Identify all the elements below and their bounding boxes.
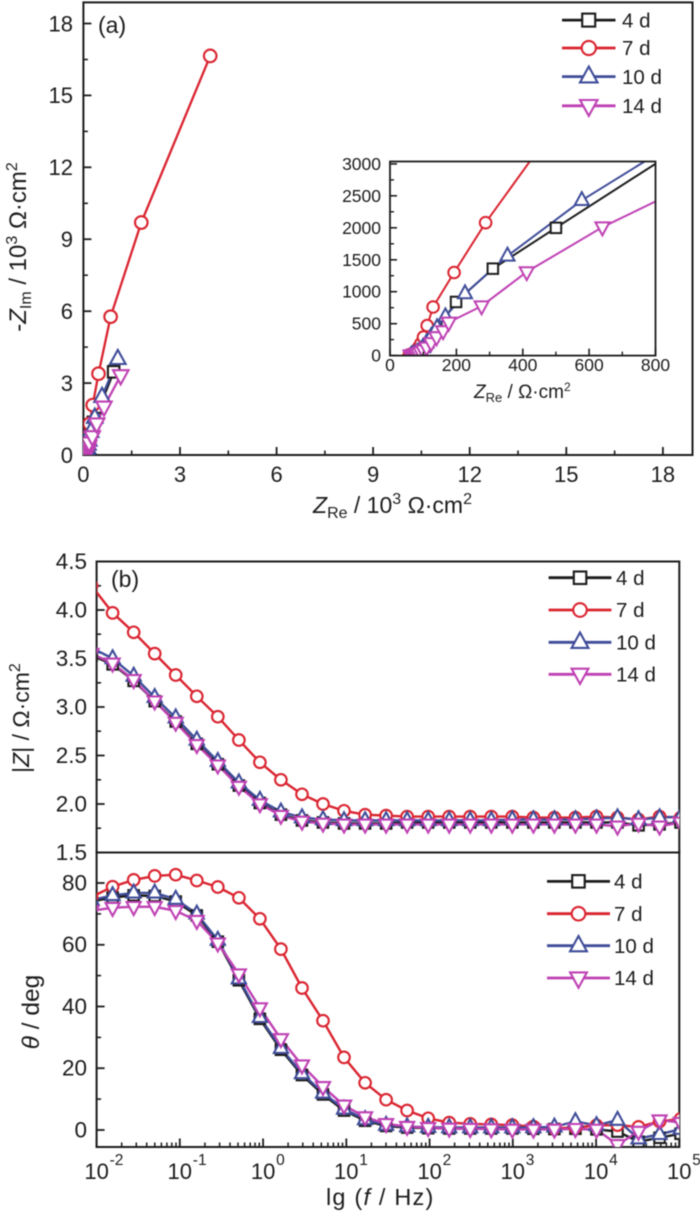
svg-text:20: 20	[62, 1056, 87, 1081]
svg-text:800: 800	[641, 355, 670, 375]
svg-text:3: 3	[61, 371, 73, 396]
svg-text:3000: 3000	[342, 154, 381, 174]
svg-text:14 d: 14 d	[622, 95, 662, 118]
svg-text:4: 4	[609, 1152, 618, 1169]
svg-text:12: 12	[457, 462, 481, 487]
svg-text:0: 0	[371, 346, 381, 366]
svg-text:10: 10	[584, 1159, 608, 1184]
svg-text:4.5: 4.5	[56, 549, 87, 574]
svg-text:400: 400	[508, 355, 537, 375]
svg-text:0: 0	[77, 462, 89, 487]
svg-text:ZRe / 103 Ω·cm2: ZRe / 103 Ω·cm2	[312, 491, 472, 522]
svg-text:18: 18	[651, 462, 675, 487]
svg-text:θ / deg: θ / deg	[18, 975, 45, 1050]
svg-text:2.0: 2.0	[56, 791, 87, 816]
svg-text:1.5: 1.5	[56, 840, 87, 865]
svg-text:80: 80	[62, 870, 87, 895]
svg-text:10 d: 10 d	[622, 66, 662, 89]
svg-text:0: 0	[61, 443, 73, 468]
svg-text:9: 9	[61, 227, 73, 252]
svg-text:60: 60	[62, 932, 87, 957]
svg-text:10: 10	[501, 1159, 525, 1184]
svg-text:2: 2	[443, 1152, 452, 1169]
svg-text:1: 1	[359, 1152, 368, 1169]
svg-text:ZRe / Ω·cm2: ZRe / Ω·cm2	[473, 380, 571, 405]
svg-text:14 d: 14 d	[614, 967, 654, 990]
svg-text:3: 3	[526, 1152, 535, 1169]
svg-text:10: 10	[251, 1159, 275, 1184]
svg-text:4.0: 4.0	[56, 597, 87, 622]
svg-text:0: 0	[276, 1152, 285, 1169]
svg-text:12: 12	[49, 155, 73, 180]
svg-text:|Z| / Ω·cm2: |Z| / Ω·cm2	[7, 663, 34, 773]
svg-text:10: 10	[168, 1159, 192, 1184]
svg-text:10: 10	[417, 1159, 441, 1184]
svg-text:14 d: 14 d	[616, 664, 656, 687]
svg-text:500: 500	[352, 314, 381, 334]
svg-text:2500: 2500	[342, 186, 381, 206]
svg-text:-ZIm / 103 Ω·cm2: -ZIm / 103 Ω·cm2	[4, 162, 35, 332]
svg-text:1500: 1500	[342, 250, 381, 270]
svg-text:2.5: 2.5	[56, 743, 87, 768]
svg-text:10 d: 10 d	[614, 935, 654, 958]
svg-text:6: 6	[61, 299, 73, 324]
svg-text:15: 15	[49, 83, 73, 108]
svg-text:2000: 2000	[342, 218, 381, 238]
svg-text:(a): (a)	[98, 12, 126, 38]
svg-text:600: 600	[574, 355, 603, 375]
svg-text:6: 6	[270, 462, 282, 487]
svg-text:5: 5	[692, 1152, 700, 1169]
svg-text:10: 10	[334, 1159, 358, 1184]
svg-text:4 d: 4 d	[622, 9, 651, 32]
svg-text:7 d: 7 d	[616, 599, 645, 622]
svg-text:200: 200	[442, 355, 471, 375]
svg-text:4 d: 4 d	[614, 871, 643, 894]
svg-text:3: 3	[174, 462, 186, 487]
svg-text:18: 18	[49, 11, 73, 36]
svg-text:-2: -2	[110, 1152, 124, 1169]
svg-text:9: 9	[367, 462, 379, 487]
svg-text:3.0: 3.0	[56, 694, 87, 719]
svg-text:7 d: 7 d	[614, 903, 643, 926]
svg-text:1000: 1000	[342, 282, 381, 302]
svg-text:10 d: 10 d	[616, 632, 656, 655]
svg-text:10: 10	[667, 1159, 691, 1184]
svg-text:lg (f / Hz): lg (f / Hz)	[326, 1184, 435, 1210]
svg-text:10: 10	[84, 1159, 108, 1184]
svg-text:-1: -1	[193, 1152, 207, 1169]
svg-text:(b): (b)	[111, 566, 139, 592]
svg-text:3.5: 3.5	[56, 646, 87, 671]
svg-text:40: 40	[62, 994, 87, 1019]
svg-text:0: 0	[385, 355, 395, 375]
svg-text:0: 0	[74, 1117, 87, 1142]
svg-text:7 d: 7 d	[622, 37, 651, 60]
svg-text:4 d: 4 d	[616, 567, 645, 590]
svg-text:15: 15	[554, 462, 578, 487]
